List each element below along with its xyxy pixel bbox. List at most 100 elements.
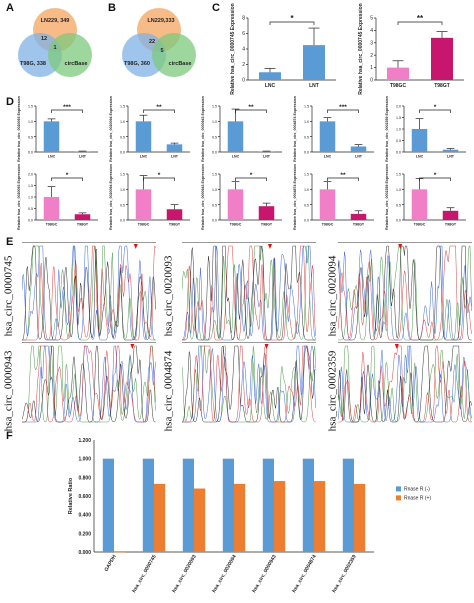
y-axis-label: Relative Ratio (68, 477, 74, 514)
y-tick-label: 0.5 (120, 135, 125, 139)
chart-c2-circ-0000745-t98g: 0 1 2 3 4 5 T98GC T98GT ** Relative hsa_circ_0000… (358, 3, 464, 95)
significance-bracket (235, 109, 267, 113)
significance-bracket (143, 109, 175, 113)
y-tick-label: 0.0 (396, 219, 401, 223)
chart-c1-circ-0000745-ln229: 0 2 4 6 8 LNC LNT * Relative hsa_circ_0000745 Ex… (230, 3, 336, 95)
chart-d3: 0.0 0.5 1.0 1.5 LNC LNT ** Relative hsa_circ_00… (201, 96, 282, 162)
y-tick-label: 0.5 (304, 203, 309, 207)
y-tick-label: 0.5 (212, 135, 217, 139)
chromatogram-4 (22, 342, 156, 423)
y-tick-label: 1.0 (304, 120, 309, 124)
y-axis-label: Relative hsa_circ_0020094 Expression (109, 164, 113, 230)
chromatogram-label-3: hsa_circ_0020094 (326, 255, 339, 337)
y-tick-label: 0.0 (120, 219, 125, 223)
bar-t98gt (431, 37, 453, 80)
y-tick-label: 0.5 (304, 135, 309, 139)
y-tick-label: 1.000 (78, 457, 91, 463)
bar-lnt (74, 151, 91, 152)
x-tick-label: T98GC (390, 83, 407, 89)
bar-lnt (442, 149, 459, 152)
y-axis-label: Relative hsa_circ_0020094 Expression (109, 96, 113, 162)
y-tick-label: 1.0 (304, 188, 309, 192)
y-tick-label: 0.0 (212, 219, 217, 223)
trace-c (338, 245, 472, 341)
trace-a (22, 345, 156, 423)
trace-c (182, 245, 316, 341)
y-tick-label: 0.5 (396, 203, 401, 207)
x-tick-label: LNT (355, 155, 363, 159)
junction-arrow-icon (394, 344, 399, 349)
venn-diagram-b: LN229,333 T98G, 360 circBase 22 5 (122, 8, 196, 77)
y-tick-label: 1.5 (396, 173, 401, 177)
y-tick-label: 4 (242, 47, 245, 53)
bar-t98gc (227, 189, 244, 220)
significance-label: ** (156, 104, 162, 111)
trace-t (338, 345, 472, 423)
significance-bracket (51, 177, 83, 181)
y-tick-label: 4 (370, 28, 373, 34)
y-tick-label: 0.800 (78, 475, 91, 481)
y-tick-label: 2 (242, 62, 245, 68)
y-tick-label: 0.5 (396, 139, 401, 143)
y-tick-label: 1.5 (212, 105, 217, 109)
significance-bracket (327, 177, 359, 181)
chart-d5: 0.0 0.5 1.0 1.5 2.0 LNC LNT * Relative hsa_circ_… (385, 96, 466, 162)
y-tick-label: 1.0 (120, 120, 125, 124)
y-tick-label: 5 (370, 16, 373, 22)
x-tick-label: LNC (232, 155, 240, 159)
y-tick-label: 6 (242, 31, 245, 37)
chromatogram-1 (22, 242, 156, 341)
x-tick-label: LNC (140, 155, 148, 159)
x-tick-label: T98GC (322, 223, 334, 227)
venn-a-circle-right (48, 33, 92, 77)
y-axis-label: Relative hsa_circ_0004874 Expression (293, 164, 297, 230)
chart-f-rnase-r-ratio: 0.000 0.200 0.400 0.600 0.800 1.000 1.200 Relat… (68, 438, 431, 594)
y-tick-label: 1.0 (120, 188, 125, 192)
trace-t (338, 245, 472, 341)
bar-hsa_circ_0000745-minus (142, 458, 154, 552)
chromatogram-label-4: hsa_circ_0000943 (2, 350, 15, 432)
bar-t98gc (411, 189, 428, 220)
y-axis-label: Relative hsa_circ_0020093 Expression (17, 164, 21, 230)
significance-label: ** (417, 14, 424, 23)
bar-t98gc (319, 189, 336, 220)
bar-hsa_circ_0002359-plus (354, 483, 366, 552)
y-tick-label: 1.200 (78, 438, 91, 444)
bar-lnt (350, 146, 367, 152)
bar-t98gt (442, 210, 459, 220)
trace-t (182, 245, 316, 341)
trace-g (182, 345, 316, 423)
chromatogram-label-1: hsa_circ_0000745 (2, 255, 15, 337)
y-tick-label: 0.0 (120, 151, 125, 155)
bar-lnc (259, 72, 281, 80)
legend-label: Rnase R (-) (404, 486, 430, 492)
x-tick-label: hsa_circ_0004874 (291, 554, 318, 594)
chart-d1: 0.0 0.5 1.0 1.5 LNC LNT *** Relative hsa_circ_0… (17, 96, 98, 162)
significance-label: * (434, 104, 437, 111)
x-tick-label: T98GT (77, 223, 89, 227)
y-tick-label: 1.0 (212, 188, 217, 192)
chromatogram-2 (182, 242, 316, 341)
x-tick-label: LNT (171, 155, 179, 159)
x-tick-label: hsa_circ_0020093 (171, 554, 198, 594)
significance-bracket (51, 109, 83, 113)
venn-a-right-label: circBase (65, 61, 88, 67)
x-tick-label: LNT (263, 155, 271, 159)
x-tick-label: T98GT (434, 83, 450, 89)
x-tick-label: T98GT (169, 223, 181, 227)
bar-t98gc (387, 67, 409, 80)
significance-label: * (290, 14, 294, 23)
significance-bracket (143, 177, 175, 181)
bar-lnc (411, 129, 428, 152)
significance-label: * (158, 172, 161, 179)
significance-bracket (235, 177, 267, 181)
y-tick-label: 1.5 (212, 173, 217, 177)
trace-g (338, 245, 472, 341)
y-axis-label: Relative hsa_circ_0002359 Expression (385, 96, 389, 162)
y-tick-label: 0.5 (212, 203, 217, 207)
panel-label-a: A (6, 2, 14, 14)
x-tick-label: hsa_circ_0000943 (251, 554, 278, 594)
x-tick-label: LNC (265, 83, 276, 89)
y-tick-label: 0.0 (28, 151, 33, 155)
junction-arrow-icon (267, 244, 272, 249)
